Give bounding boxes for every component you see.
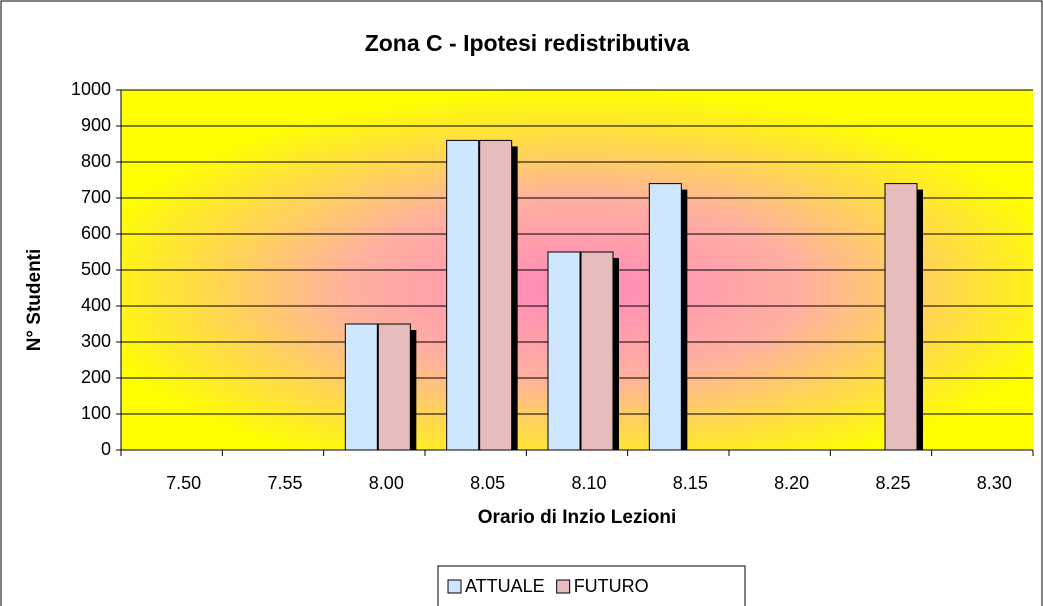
y-tick-label: 1000 bbox=[71, 79, 111, 99]
legend-swatch bbox=[556, 579, 571, 594]
bar bbox=[377, 323, 411, 451]
legend-label: FUTURO bbox=[574, 576, 649, 596]
bar bbox=[344, 323, 378, 451]
y-tick-label: 100 bbox=[81, 403, 111, 423]
x-tick-label: 7.50 bbox=[166, 473, 201, 493]
x-axis-title: Orario di Inzio Lezioni bbox=[478, 507, 676, 528]
legend-box bbox=[437, 565, 746, 606]
x-tick-label: 8.10 bbox=[571, 473, 606, 493]
x-tick-label: 8.20 bbox=[774, 473, 809, 493]
x-tick-label: 8.25 bbox=[875, 473, 910, 493]
bar bbox=[580, 251, 614, 451]
y-axis-title: N° Studenti bbox=[24, 249, 45, 352]
x-tick-label: 8.00 bbox=[369, 473, 404, 493]
y-tick-label: 700 bbox=[81, 187, 111, 207]
x-tick-label: 8.15 bbox=[673, 473, 708, 493]
y-tick-label: 0 bbox=[101, 439, 111, 459]
y-tick-label: 900 bbox=[81, 115, 111, 135]
y-tick-label: 300 bbox=[81, 331, 111, 351]
chart-title: Zona C - Ipotesi redistributiva bbox=[365, 30, 690, 56]
bar bbox=[648, 183, 682, 451]
bar bbox=[884, 183, 918, 451]
bar bbox=[547, 251, 581, 451]
bar bbox=[446, 139, 480, 451]
y-tick-label: 500 bbox=[81, 259, 111, 279]
y-tick-label: 800 bbox=[81, 151, 111, 171]
y-tick-label: 200 bbox=[81, 367, 111, 387]
x-tick-label: 8.30 bbox=[977, 473, 1012, 493]
x-tick-label: 8.05 bbox=[470, 473, 505, 493]
legend-swatch bbox=[447, 579, 462, 594]
y-tick-label: 600 bbox=[81, 223, 111, 243]
bar bbox=[479, 139, 513, 451]
x-tick-label: 7.55 bbox=[267, 473, 302, 493]
legend-label: ATTUALE bbox=[465, 576, 545, 596]
y-tick-label: 400 bbox=[81, 295, 111, 315]
